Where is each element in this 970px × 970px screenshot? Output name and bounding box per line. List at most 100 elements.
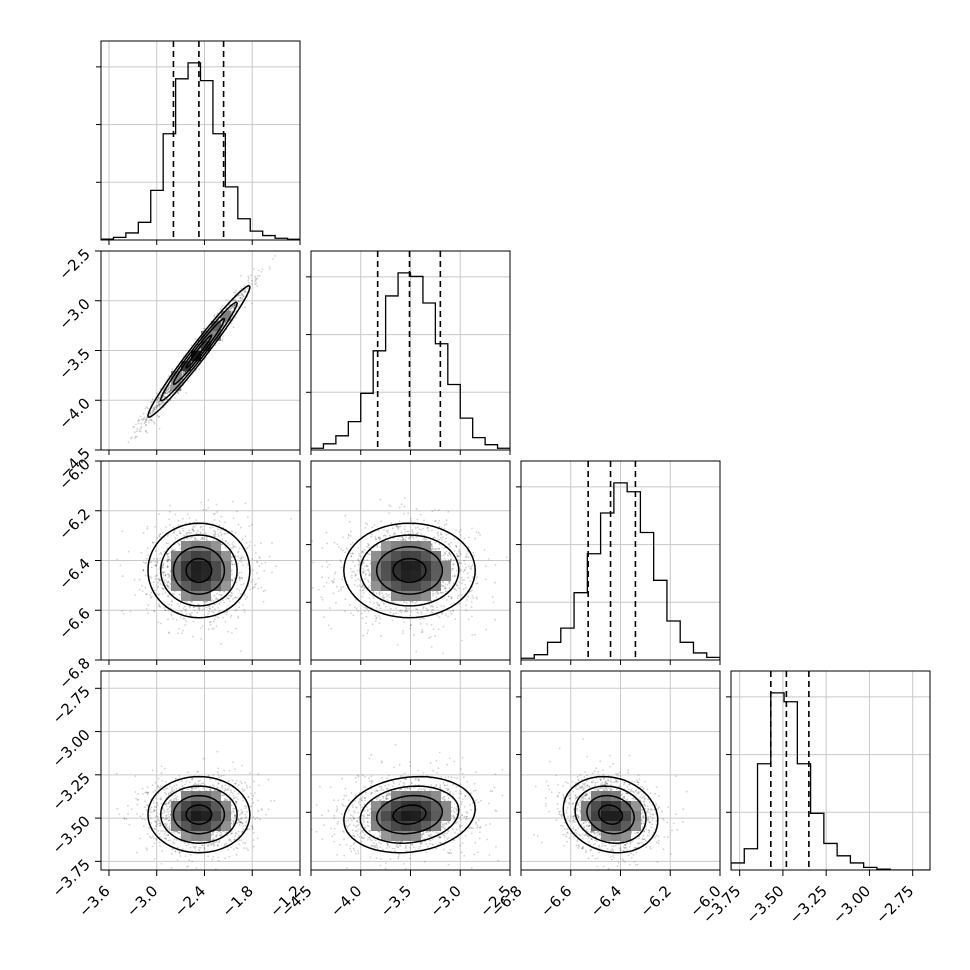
- sample-point: [393, 532, 396, 535]
- sample-point: [332, 580, 335, 583]
- sample-point: [167, 580, 170, 583]
- sample-point: [212, 513, 215, 515]
- sample-point: [217, 598, 220, 600]
- sample-point: [162, 564, 164, 567]
- sample-point: [149, 597, 152, 599]
- sample-point: [130, 808, 133, 810]
- y-tick-label: −6.6: [55, 604, 93, 642]
- sample-point: [253, 586, 256, 588]
- sample-point: [257, 587, 259, 590]
- sample-point: [150, 561, 153, 563]
- sample-point: [365, 622, 367, 624]
- sample-point: [449, 559, 452, 561]
- sample-point: [187, 771, 189, 774]
- sample-point: [437, 509, 440, 512]
- sample-point: [237, 792, 240, 795]
- sample-point: [207, 612, 209, 615]
- sample-point: [395, 525, 398, 527]
- sample-point: [121, 575, 124, 578]
- sample-point: [440, 538, 443, 541]
- sample-point: [471, 594, 474, 597]
- sample-point: [435, 596, 438, 599]
- sample-point: [188, 529, 191, 532]
- sample-point: [409, 627, 412, 630]
- sample-point: [443, 528, 446, 530]
- sample-point: [431, 548, 434, 551]
- sample-point: [142, 569, 145, 572]
- sample-point: [200, 531, 202, 534]
- sample-point: [177, 542, 179, 544]
- sample-point: [361, 585, 364, 588]
- sample-point: [164, 810, 166, 813]
- sample-point: [366, 632, 369, 635]
- sample-point: [434, 593, 437, 595]
- sample-point: [244, 805, 246, 808]
- sample-point: [247, 279, 250, 282]
- sample-point: [187, 531, 190, 534]
- sample-point: [167, 388, 170, 391]
- sample-point: [254, 275, 257, 278]
- sample-point: [374, 620, 377, 622]
- sample-point: [167, 390, 170, 393]
- sample-point: [333, 541, 336, 544]
- sample-point: [453, 574, 456, 577]
- density-cell: [201, 591, 211, 601]
- sample-point: [223, 601, 226, 604]
- sample-point: [410, 610, 412, 613]
- sample-point: [447, 581, 450, 583]
- sample-point: [182, 617, 185, 620]
- sample-point: [360, 612, 363, 615]
- sample-point: [181, 374, 184, 376]
- sample-point: [231, 632, 233, 634]
- sample-point: [167, 581, 170, 584]
- sample-point: [431, 543, 433, 546]
- sample-point: [453, 538, 456, 540]
- sample-point: [142, 561, 145, 563]
- density-cell: [401, 591, 411, 601]
- sample-point: [415, 600, 418, 603]
- sample-point: [354, 606, 356, 609]
- sample-point: [177, 519, 180, 522]
- sample-point: [246, 828, 249, 830]
- sample-point: [215, 598, 217, 601]
- sample-point: [362, 571, 365, 574]
- sample-point: [155, 392, 158, 394]
- sample-point: [342, 586, 345, 588]
- sample-point: [260, 542, 262, 544]
- sample-point: [144, 407, 147, 410]
- sample-point: [391, 600, 394, 603]
- sample-point: [240, 287, 243, 290]
- sample-point: [214, 535, 217, 537]
- sample-point: [157, 585, 160, 588]
- sample-point: [138, 430, 141, 433]
- sample-point: [368, 546, 370, 549]
- sample-point: [183, 609, 186, 611]
- sample-point: [161, 593, 164, 595]
- sample-point: [340, 548, 342, 551]
- sample-point: [410, 520, 413, 522]
- sample-point: [241, 293, 244, 296]
- sample-point: [231, 573, 233, 576]
- sample-point: [423, 519, 425, 522]
- sample-point: [157, 397, 160, 399]
- density-cell: [421, 591, 431, 601]
- sample-point: [438, 616, 441, 618]
- sample-point: [166, 552, 169, 555]
- sample-point: [211, 610, 214, 613]
- sample-point: [340, 586, 343, 589]
- sample-point: [240, 560, 243, 563]
- density-cell: [191, 351, 201, 361]
- sample-point: [149, 410, 152, 412]
- sample-point: [392, 612, 395, 615]
- sample-point: [359, 555, 362, 558]
- sample-point: [192, 620, 195, 623]
- sample-point: [455, 546, 458, 548]
- sample-point: [464, 556, 467, 558]
- sample-point: [467, 556, 470, 559]
- sample-point: [152, 586, 154, 589]
- sample-point: [216, 844, 219, 847]
- sample-point: [154, 564, 156, 567]
- sample-point: [209, 623, 212, 626]
- sample-point: [185, 608, 188, 611]
- sample-point: [165, 390, 168, 392]
